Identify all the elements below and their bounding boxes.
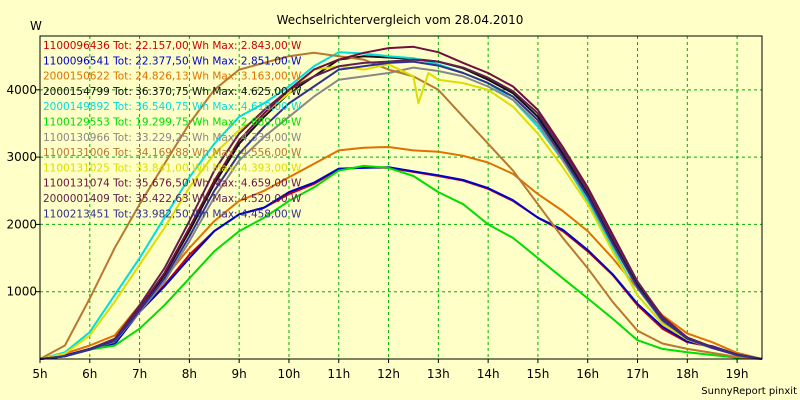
x-tick-label: 16h [576,367,599,381]
series-line-1100131025 [39,63,763,360]
series-line-2000001409 [39,58,763,360]
x-tick-label: 17h [626,367,649,381]
credit-text: SunnyReport pinxit [701,386,797,397]
y-axis-label: W [30,19,42,33]
x-tick-label: 5h [32,367,47,381]
y-tick-label: 4000 [6,83,37,97]
x-tick-label: 18h [676,367,699,381]
x-tick-label: 9h [232,367,247,381]
x-tick-label: 7h [132,367,147,381]
legend-entry: 1100130966 Tot: 33.229,25 Wh Max: 4.339,… [43,132,302,144]
x-axis-ticks: 5h 6h 7h 8h 9h 10h 11h 12h 13h 14h 15h 16h 17h 18h 19h [32,359,749,381]
y-axis-ticks: 1000 2000 3000 4000 [6,83,40,299]
legend-entry: 1100131074 Tot: 35.676,50 Wh Max: 4.659,… [43,178,302,190]
y-tick-label: 2000 [6,217,37,231]
legend: 1100096436 Tot: 22.157,00 Wh Max: 2.843,… [43,40,302,220]
x-tick-label: 12h [377,367,400,381]
legend-entry: 1100131006 Tot: 34.169,88 Wh Max: 4.556,… [43,147,302,159]
legend-entry: 1100129553 Tot: 19.299,75 Wh Max: 2.689,… [43,117,302,129]
x-tick-label: 8h [182,367,197,381]
x-tick-label: 13h [427,367,450,381]
series-line-1100096541 [39,166,763,360]
legend-entry: 1100096541 Tot: 22.377,50 Wh Max: 2.851,… [43,55,302,67]
legend-entry: 2000001409 Tot: 35.422,63 Wh Max: 4.520,… [43,193,302,205]
series-line-1100131006 [39,51,763,360]
x-tick-label: 6h [82,367,97,381]
x-tick-label: 19h [726,367,749,381]
legend-entry: 2000149892 Tot: 36.540,75 Wh Max: 4.618,… [43,101,302,113]
plot-area [39,35,763,360]
x-tick-label: 11h [327,367,350,381]
legend-entry: 2000150622 Tot: 24.826,13 Wh Max: 3.163,… [43,71,302,83]
y-tick-label: 1000 [6,285,37,299]
plot-frame [39,35,763,360]
legend-entry: 1100096436 Tot: 22.157,00 Wh Max: 2.843,… [43,40,302,52]
series-line-1100129553 [39,164,763,360]
legend-entry: 2000154799 Tot: 36.370,75 Wh Max: 4.625,… [43,86,302,98]
x-tick-label: 10h [278,367,301,381]
x-tick-label: 14h [477,367,500,381]
series-lines [39,45,763,360]
series-line-1100213451 [39,60,763,360]
y-tick-label: 3000 [6,150,37,164]
chart-title: Wechselrichtervergleich vom 28.04.2010 [277,13,524,27]
x-tick-label: 15h [526,367,549,381]
legend-entry: 1100213451 Tot: 33.982,50 Wh Max: 4.458,… [43,208,302,220]
legend-entry: 1100131025 Tot: 33.841,00 Wh Max: 4.393,… [43,162,302,174]
